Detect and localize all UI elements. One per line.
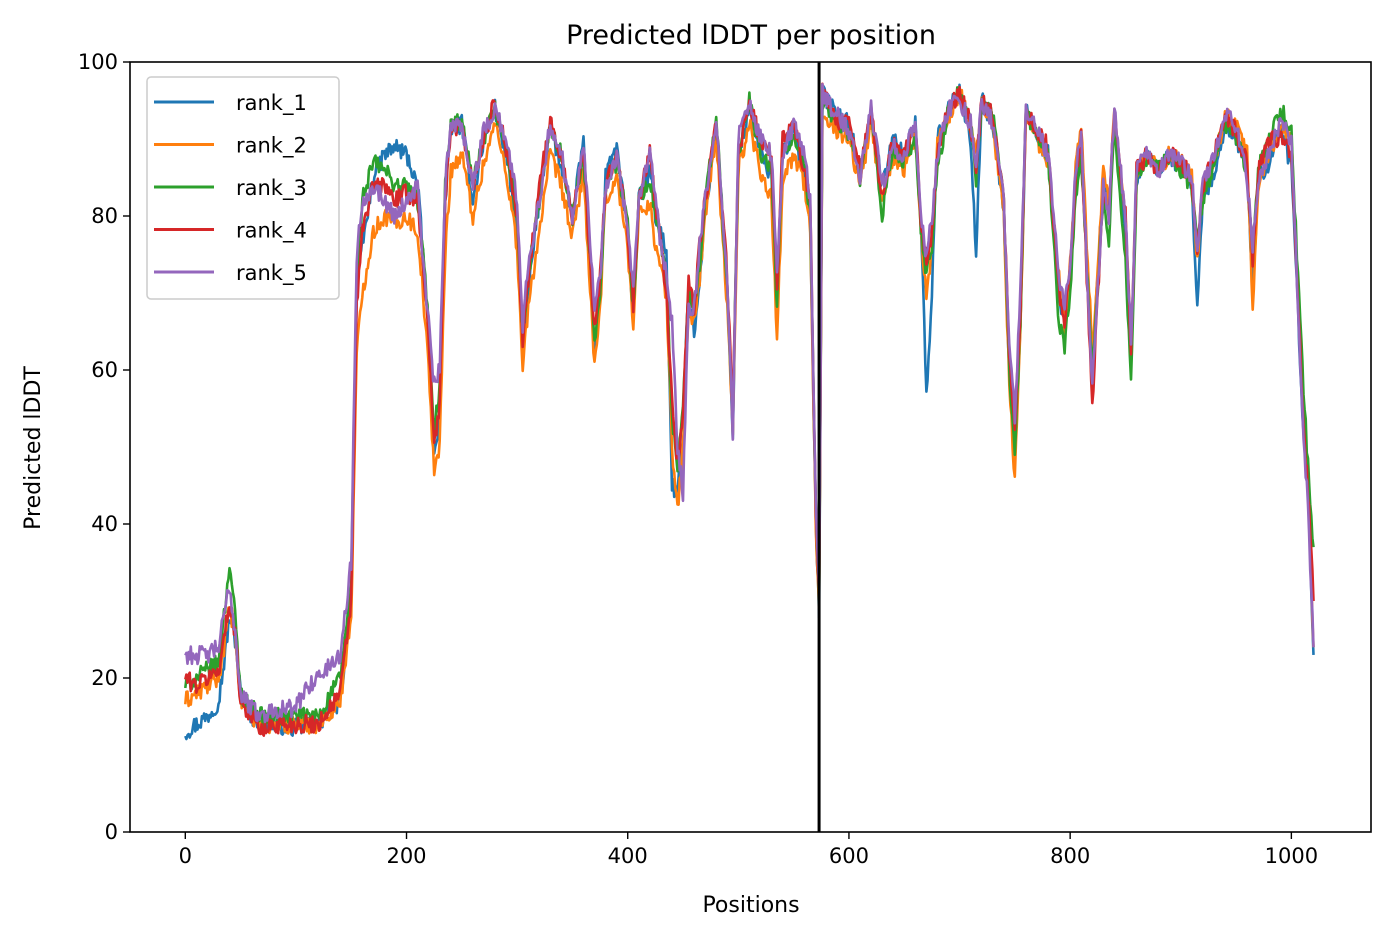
y-tick-label: 80 xyxy=(91,204,118,228)
chart-title: Predicted lDDT per position xyxy=(566,20,936,51)
legend-label-rank-2: rank_2 xyxy=(236,134,307,159)
y-axis-title: Predicted lDDT xyxy=(21,366,46,530)
y-tick-label: 0 xyxy=(105,820,118,844)
x-tick-label: 0 xyxy=(179,844,192,868)
series-line-rank-3 xyxy=(184,86,1315,727)
x-axis: 0 200 400 600 800 1000 xyxy=(179,832,1318,868)
y-tick-label: 20 xyxy=(91,666,118,690)
series-line-rank-5 xyxy=(184,83,1315,724)
legend-label-rank-4: rank_4 xyxy=(236,219,307,244)
plot-frame xyxy=(129,61,1372,833)
y-tick-label: 60 xyxy=(91,358,118,382)
y-tick-label: 100 xyxy=(78,50,118,74)
legend-label-rank-5: rank_5 xyxy=(236,261,307,286)
legend-label-rank-1: rank_1 xyxy=(236,91,307,116)
legend: rank_1 rank_2 rank_3 rank_4 rank_5 xyxy=(146,76,340,300)
x-axis-title: Positions xyxy=(702,893,799,918)
x-tick-label: 800 xyxy=(1050,844,1090,868)
series-layer xyxy=(184,82,1315,741)
legend-label-rank-3: rank_3 xyxy=(236,176,307,201)
x-tick-label: 200 xyxy=(386,844,426,868)
plot-area xyxy=(129,61,1372,833)
x-tick-label: 600 xyxy=(829,844,869,868)
y-tick-label: 40 xyxy=(91,512,118,536)
y-axis: 0 20 40 60 80 100 xyxy=(78,50,130,844)
legend-box xyxy=(146,76,340,300)
x-tick-label: 400 xyxy=(608,844,648,868)
x-tick-label: 1000 xyxy=(1265,844,1318,868)
